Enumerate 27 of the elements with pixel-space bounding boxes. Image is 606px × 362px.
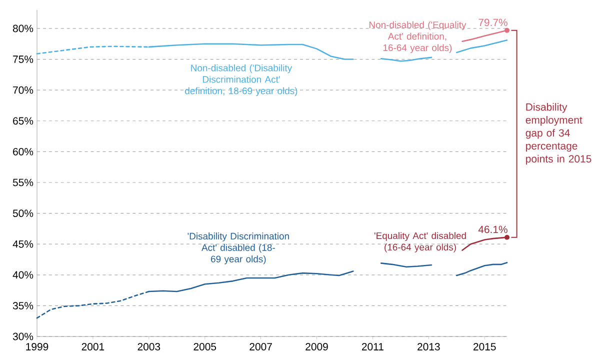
y-tick-label: 80% (12, 24, 34, 32)
y-tick-label: 40% (12, 271, 34, 279)
series-label: 'Disability Discrimination Act' disabled (18-69 year olds) (188, 232, 289, 264)
data-label: 46.1% (478, 226, 508, 234)
y-tick-label: 45% (12, 240, 34, 248)
series-label: 'Equality Act' disabled (16-64 year olds) (374, 232, 466, 252)
text: Disability employment gap of 34 percentage points in 2015 (526, 103, 592, 165)
x-tick-label: 2009 (306, 343, 328, 350)
x-tick-label: 2007 (250, 343, 272, 350)
text: Non-disabled ('Disability Discrimination Act' definition, 18-69 year olds) (185, 64, 298, 96)
y-tick-label: 70% (13, 86, 34, 94)
y-tick-label: 65% (13, 117, 34, 125)
y-tick-label: 30% (12, 332, 34, 340)
y-tick-label: 35% (12, 302, 34, 310)
x-tick-label: 2005 (194, 343, 216, 350)
y-tick-label: 75% (13, 56, 34, 63)
y-tick-label: 55% (12, 178, 34, 186)
x-tick-label: 1999 (26, 343, 48, 350)
y-tick-label: 50% (12, 210, 34, 217)
x-tick-label: 2015 (474, 343, 496, 350)
x-tick-label: 2003 (138, 343, 160, 350)
y-tick-label: 60% (13, 148, 34, 156)
x-tick-label: 2013 (418, 343, 440, 350)
x-tick-label: 2001 (82, 343, 104, 350)
series-label: Non-disabled ('Equality Act' definition, 16-64 year olds) (369, 21, 466, 53)
x-tick-label: 2011 (362, 343, 384, 350)
data-label: 79.7% (478, 18, 508, 26)
